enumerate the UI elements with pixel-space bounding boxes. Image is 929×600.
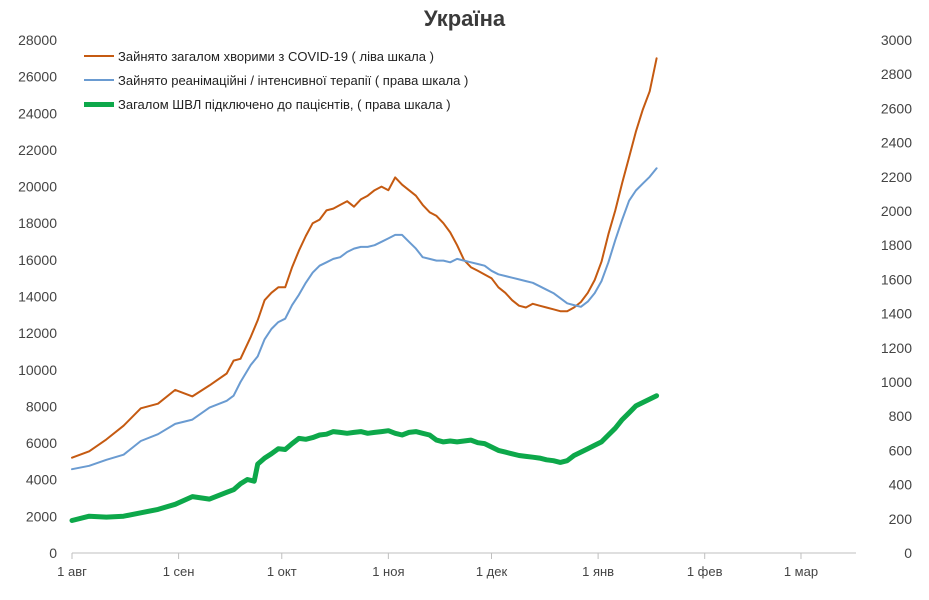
y-left-tick-label: 12000 — [18, 325, 57, 341]
y-left-tick-label: 22000 — [18, 142, 57, 158]
y-left-tick-label: 14000 — [18, 289, 57, 305]
y-left-tick-label: 28000 — [18, 32, 57, 48]
y-left-tick-label: 20000 — [18, 179, 57, 195]
y-right-tick-label: 1400 — [881, 306, 912, 322]
y-left-tick-label: 18000 — [18, 215, 57, 231]
y-left-tick-label: 26000 — [18, 69, 57, 85]
y-right-tick-label: 1000 — [881, 374, 912, 390]
legend-label-icu: Зайнято реанімаційні / інтенсивної терап… — [118, 72, 469, 88]
y-left-tick-label: 10000 — [18, 362, 57, 378]
y-right-tick-label: 2000 — [881, 203, 912, 219]
y-right-tick-label: 0 — [904, 545, 912, 561]
y-right-tick-label: 600 — [889, 442, 913, 458]
x-tick-label: 1 дек — [476, 564, 508, 579]
series-line-icu — [71, 167, 658, 471]
y-left-tick-label: 4000 — [26, 472, 57, 488]
legend-swatch-total — [84, 55, 114, 57]
legend-label-ventilators: Загалом ШВЛ підключено до пацієнтів, ( п… — [118, 96, 451, 112]
x-tick-label: 1 янв — [582, 564, 614, 579]
y-right-tick-label: 3000 — [881, 32, 912, 48]
y-left-tick-label: 2000 — [26, 508, 57, 524]
x-tick-label: 1 ноя — [372, 564, 404, 579]
y-right-tick-label: 2400 — [881, 135, 912, 151]
y-right-tick-label: 1800 — [881, 237, 912, 253]
legend-label-total: Зайнято загалом хворими з COVID-19 ( лів… — [118, 48, 434, 64]
y-right-tick-label: 1200 — [881, 340, 912, 356]
x-tick-label: 1 авг — [57, 564, 87, 579]
x-tick-label: 1 окт — [267, 564, 297, 579]
legend-item-icu: Зайнято реанімаційні / інтенсивної терап… — [84, 68, 468, 92]
legend-swatch-icu — [84, 79, 114, 81]
series-line-ventilators — [69, 393, 660, 523]
y-right-tick-label: 400 — [889, 477, 913, 493]
x-tick-label: 1 мар — [784, 564, 818, 579]
y-right-tick-label: 200 — [889, 511, 913, 527]
y-right-tick-label: 2200 — [881, 169, 912, 185]
x-tick-label: 1 фев — [687, 564, 723, 579]
y-left-tick-label: 0 — [49, 545, 57, 561]
y-right-tick-label: 2800 — [881, 66, 912, 82]
x-tick-label: 1 сен — [163, 564, 195, 579]
legend-item-ventilators: Загалом ШВЛ підключено до пацієнтів, ( п… — [84, 92, 468, 116]
legend-item-total: Зайнято загалом хворими з COVID-19 ( лів… — [84, 44, 468, 68]
chart-title: Україна — [423, 6, 506, 31]
series-line-total-patients — [71, 57, 658, 459]
legend-swatch-ventilators — [84, 101, 114, 107]
y-right-tick-label: 2600 — [881, 100, 912, 116]
y-right-tick-label: 1600 — [881, 271, 912, 287]
y-left-tick-label: 16000 — [18, 252, 57, 268]
y-left-tick-label: 8000 — [26, 398, 57, 414]
y-left-tick-label: 24000 — [18, 105, 57, 121]
y-left-tick-label: 6000 — [26, 435, 57, 451]
chart-legend: Зайнято загалом хворими з COVID-19 ( лів… — [84, 44, 468, 116]
y-right-tick-label: 800 — [889, 408, 913, 424]
